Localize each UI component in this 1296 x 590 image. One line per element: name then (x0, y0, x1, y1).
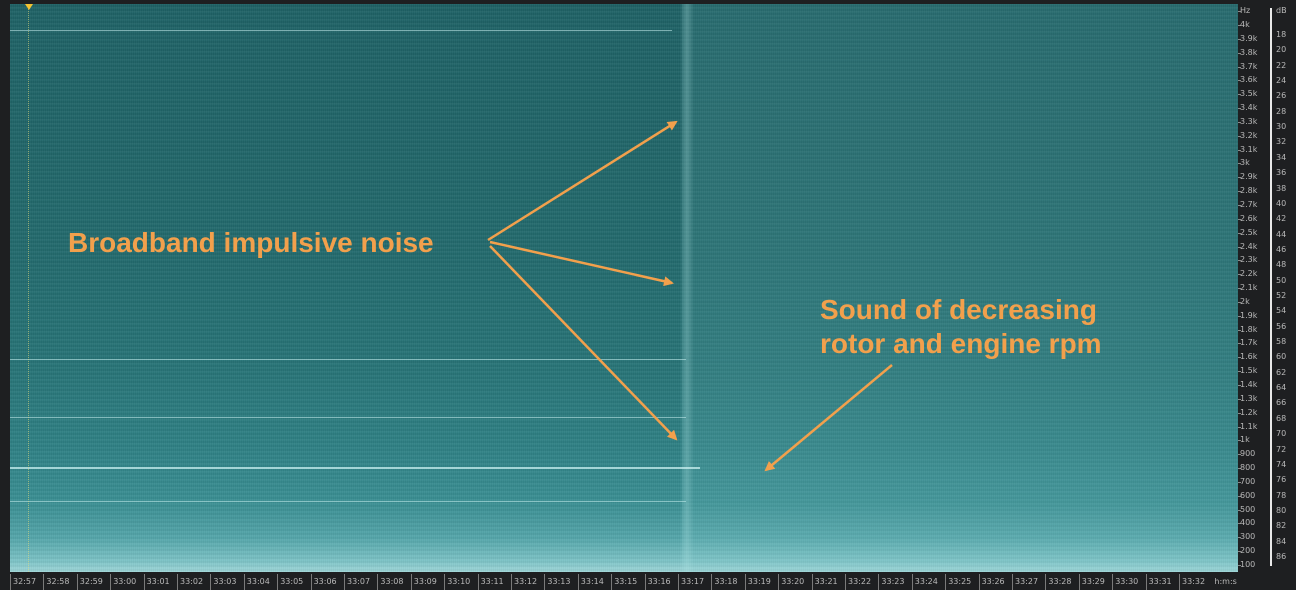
time-tick-label: 32:59 (76, 574, 103, 590)
tonal-line (10, 417, 686, 418)
time-tick-label: 33:32 (1179, 574, 1205, 590)
db-scale: dB 18 20 22 24 26 28 30 32 34 36 38 40 42 44 46 48 50 52 5… (1270, 4, 1296, 572)
time-tick-label: 33:27 (1012, 574, 1038, 590)
time-tick-label: 33:02 (177, 574, 203, 590)
time-tick-label: 33:09 (410, 574, 437, 590)
time-tick-label: 33:10 (444, 574, 470, 590)
playhead-marker[interactable] (25, 4, 33, 10)
time-tick-label: 33:29 (1078, 574, 1105, 590)
time-tick-label: 33:16 (644, 574, 671, 590)
rpm-decrease-region (682, 4, 1238, 572)
time-tick-label: 33:20 (778, 574, 804, 590)
time-tick-label: 33:06 (310, 574, 337, 590)
rotor-rpm-label-line1: Sound of decreasing (820, 294, 1097, 325)
time-tick-label: 33:28 (1045, 574, 1071, 590)
time-tick-label: 33:07 (344, 574, 370, 590)
time-tick-label: 33:03 (210, 574, 236, 590)
time-tick-label: 33:25 (945, 574, 971, 590)
tonal-line (10, 467, 700, 469)
time-tick-label: 33:12 (511, 574, 537, 590)
spectrogram-view[interactable] (10, 4, 1238, 572)
time-tick-label: 33:19 (744, 574, 771, 590)
time-tick-label: 33:13 (544, 574, 570, 590)
time-tick-label: 33:22 (845, 574, 871, 590)
time-tick-label: 32:58 (43, 574, 69, 590)
time-tick-label: 33:15 (611, 574, 637, 590)
rotor-rpm-label-line2: rotor and engine rpm (820, 328, 1102, 359)
time-tick-label: 33:17 (678, 574, 704, 590)
time-tick-label: 33:01 (143, 574, 170, 590)
time-tick-label: 33:00 (110, 574, 136, 590)
time-tick-label: 33:23 (878, 574, 904, 590)
time-tick-label: 33:05 (277, 574, 303, 590)
time-tick-label: 33:26 (978, 574, 1005, 590)
db-scale-bar (1270, 8, 1272, 566)
annotation-arrow (489, 240, 674, 287)
time-tick-label: 33:14 (577, 574, 604, 590)
time-tick-label: 33:08 (377, 574, 403, 590)
broadband-noise-label: Broadband impulsive noise (68, 227, 434, 258)
time-tick-label: 33:30 (1112, 574, 1138, 590)
annotation-arrow (489, 245, 678, 441)
annotation-arrow (487, 120, 678, 242)
time-tick-label: 33:04 (243, 574, 270, 590)
time-tick-label: 32:57 (10, 574, 36, 590)
annotation-arrow (764, 364, 893, 472)
tonal-line (10, 359, 686, 360)
frequency-axis: Hz 4k 3.9k 3.8k 3.7k 3.6k 3.5k 3.4k 3.3k 3.2k 3.1… (1238, 4, 1268, 572)
time-tick-label: 33:21 (811, 574, 838, 590)
playhead-line[interactable] (28, 4, 30, 572)
tonal-line (10, 30, 672, 31)
time-tick-label: 33:24 (911, 574, 938, 590)
tonal-line (10, 501, 686, 502)
impulse-noise-band (680, 4, 694, 572)
time-tick-label: 33:31 (1145, 574, 1172, 590)
time-tick-label: 33:11 (477, 574, 504, 590)
time-tick-label: 33:18 (711, 574, 737, 590)
time-axis[interactable]: 32:57 32:58 32:59 33:00 33:01 33:02 33:03 33:04… (10, 574, 1238, 590)
